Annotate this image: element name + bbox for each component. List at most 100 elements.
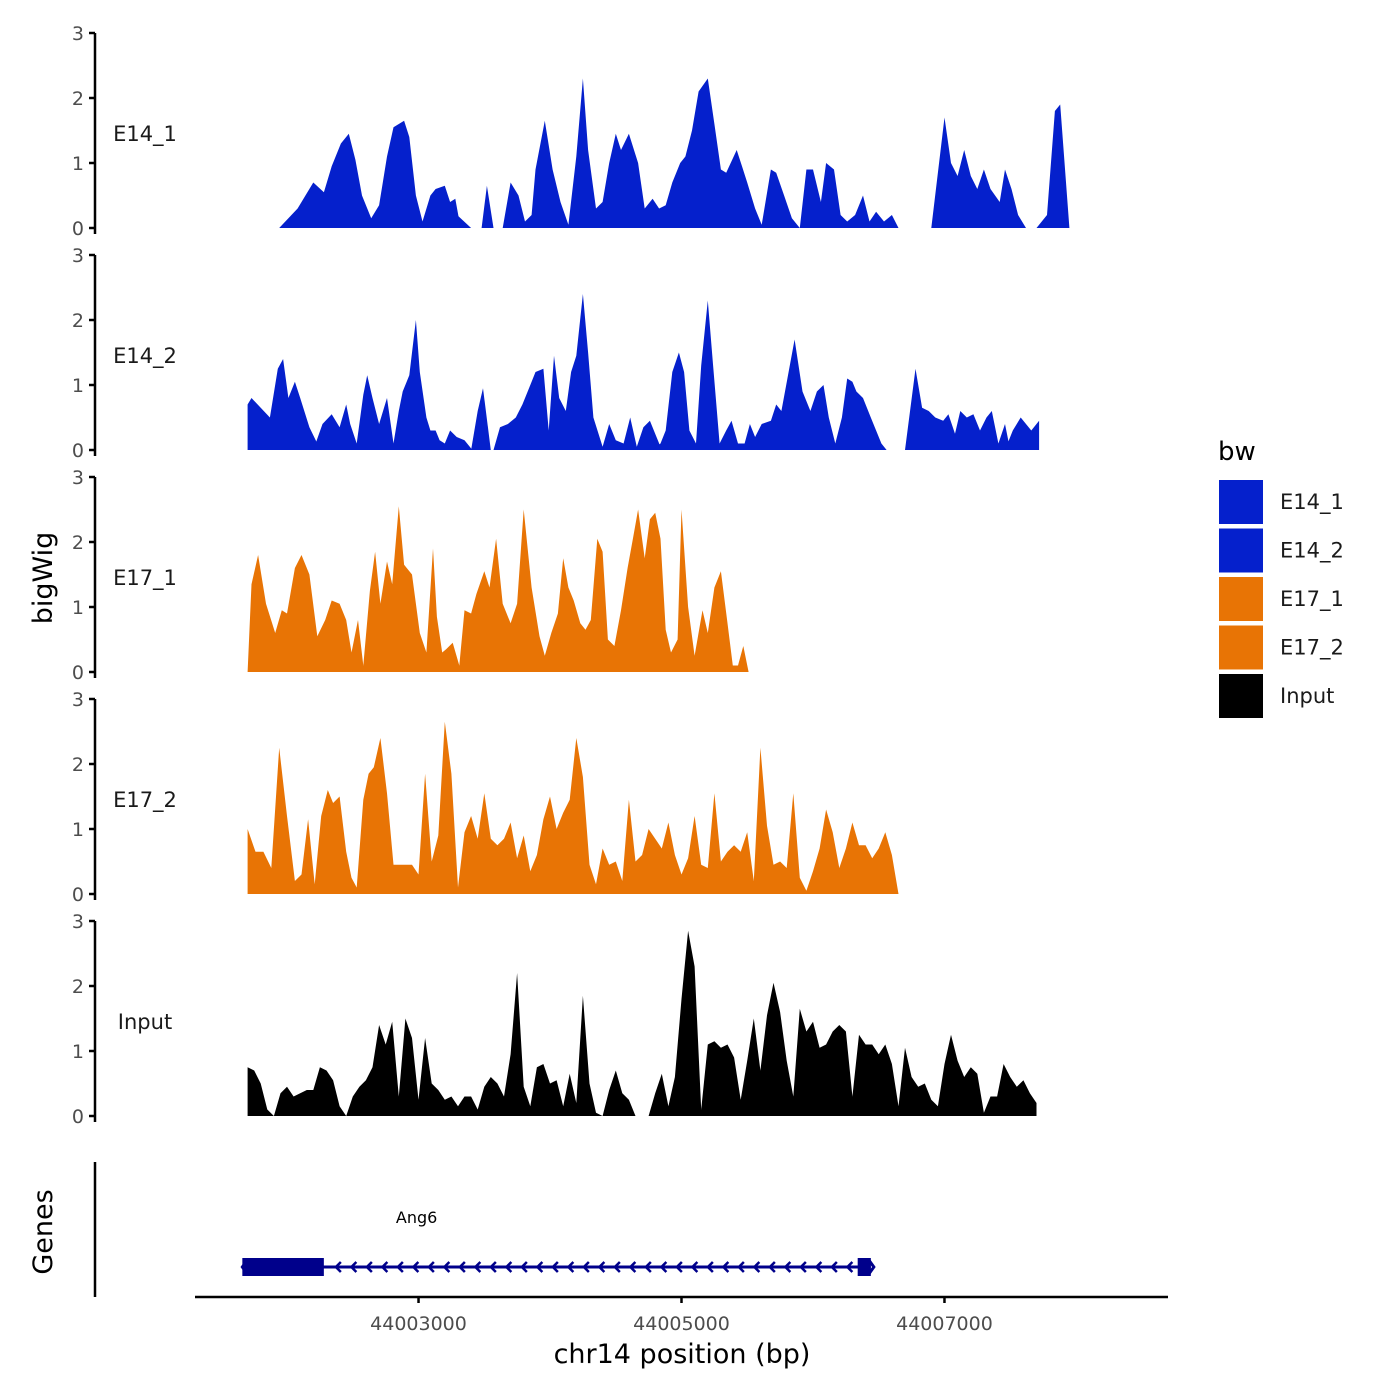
y-tick-label: 1 — [72, 375, 84, 397]
signal-area-E14_2-2 — [471, 388, 491, 450]
track-label: E14_1 — [113, 122, 177, 147]
legend-label-E17_1: E17_1 — [1280, 587, 1344, 612]
legend-swatch-E17_2 — [1219, 625, 1263, 670]
legend-swatch-Input — [1219, 674, 1263, 718]
y-tick-label: 1 — [72, 153, 84, 175]
legend-swatch-E14_1 — [1219, 480, 1263, 524]
strand-arrow — [628, 1261, 637, 1273]
strand-arrow — [799, 1261, 807, 1273]
strand-arrow — [814, 1261, 823, 1273]
y-tick-label: 1 — [72, 597, 84, 619]
strand-arrow — [365, 1261, 373, 1273]
strand-arrow — [721, 1261, 730, 1273]
genes-layer: Ang6 — [93, 1162, 876, 1297]
strand-arrow — [830, 1261, 838, 1273]
signal-area-Input-0 — [247, 1067, 347, 1116]
strand-arrow — [520, 1261, 528, 1273]
strand-arrow — [659, 1261, 668, 1273]
strand-arrow — [380, 1261, 389, 1273]
strand-arrow — [768, 1261, 776, 1273]
strand-arrow — [752, 1261, 761, 1273]
strand-arrow — [442, 1261, 451, 1273]
legend-label-Input: Input — [1280, 684, 1334, 708]
legend-title: bw — [1218, 437, 1256, 467]
strand-arrow — [675, 1261, 683, 1273]
signal-area-E14_2-0 — [247, 359, 324, 450]
strand-arrow — [535, 1261, 544, 1273]
strand-arrow — [473, 1261, 482, 1273]
gene-label: Ang6 — [396, 1208, 437, 1227]
y-tick-label: 2 — [72, 310, 84, 332]
signal-area-E14_2-6 — [1005, 417, 1040, 450]
y-axis-title: bigWig — [28, 532, 59, 625]
signal-area-E14_2-1 — [313, 320, 473, 450]
track-E14_1: 0 1 2 3 E14_1 — [72, 23, 1070, 240]
y-tick-label: 3 — [72, 245, 84, 267]
track-label: Input — [118, 1010, 172, 1034]
y-tick-label: 2 — [72, 976, 84, 998]
y-tick-label: 0 — [72, 662, 84, 684]
gene-end-arrow — [867, 1259, 876, 1275]
strand-arrow — [613, 1261, 621, 1273]
y-tick-label: 3 — [72, 689, 84, 711]
strand-arrow — [644, 1261, 652, 1273]
strand-arrow — [845, 1261, 854, 1273]
tracks-layer: 0 1 2 3 E14_1 0 1 2 3 E14_2 0 1 2 3 E17_1 0 1 2 3 E17_2 0 1 2 3… — [72, 23, 1070, 1128]
strand-arrow — [551, 1261, 559, 1273]
signal-area-E14_2-3 — [493, 294, 662, 450]
y-tick-label: 1 — [72, 819, 84, 841]
gene-start-arrow — [240, 1259, 249, 1275]
y-tick-label: 3 — [72, 467, 84, 489]
x-axis: 44003000 44005000 44007000 — [195, 1295, 1168, 1335]
y-tick-label: 0 — [72, 1106, 84, 1128]
strand-arrow — [458, 1261, 466, 1273]
strand-arrow — [597, 1261, 606, 1273]
strand-arrow — [396, 1261, 404, 1273]
strand-arrow — [427, 1261, 435, 1273]
signal-area-E14_1-2 — [481, 185, 494, 228]
y-tick-label: 0 — [72, 884, 84, 906]
strand-arrow — [489, 1261, 497, 1273]
legend-label-E14_1: E14_1 — [1280, 490, 1344, 515]
signal-area-E14_1-0 — [279, 120, 461, 228]
strand-arrow — [349, 1261, 358, 1273]
strand-arrow — [566, 1261, 575, 1273]
track-label: E17_2 — [113, 788, 177, 813]
y-tick-label: 2 — [72, 88, 84, 110]
signal-area-E17_1-0 — [247, 506, 749, 672]
legend-swatch-E17_1 — [1219, 577, 1263, 621]
signal-area-E14_1-4 — [799, 163, 899, 228]
y-tick-label: 3 — [72, 911, 84, 933]
strand-arrow — [582, 1261, 590, 1273]
y-tick-label: 1 — [72, 1041, 84, 1063]
strand-arrow — [411, 1261, 420, 1273]
signal-area-E17_2-0 — [247, 721, 899, 894]
legend-swatch-E14_2 — [1219, 528, 1263, 573]
signal-area-E14_2-5 — [905, 368, 1011, 450]
legend-label-E17_2: E17_2 — [1280, 636, 1344, 661]
strand-arrow — [334, 1261, 342, 1273]
signal-area-E14_1-1 — [438, 208, 472, 228]
x-tick-label: 44003000 — [370, 1313, 467, 1335]
signal-area-E14_1-6 — [1036, 104, 1070, 228]
x-tick-label: 44007000 — [896, 1313, 993, 1335]
x-axis-title: chr14 position (bp) — [554, 1339, 811, 1370]
y-tick-label: 2 — [72, 532, 84, 554]
signal-area-Input-2 — [648, 930, 1037, 1116]
track-label: E14_2 — [113, 344, 177, 369]
signal-area-E14_2-4 — [652, 300, 887, 450]
x-tick-label: 44005000 — [633, 1313, 730, 1335]
strand-arrow — [783, 1261, 792, 1273]
legend-label-E14_2: E14_2 — [1280, 539, 1344, 564]
gene-exon — [242, 1258, 324, 1276]
strand-arrow — [504, 1261, 513, 1273]
track-Input: 0 1 2 3 Input — [72, 911, 1037, 1128]
strand-arrow — [737, 1261, 745, 1273]
signal-area-E14_1-3 — [502, 78, 800, 228]
y-tick-label: 2 — [72, 754, 84, 776]
signal-area-Input-1 — [346, 973, 643, 1116]
y-tick-label: 3 — [72, 23, 84, 45]
genes-axis-title: Genes — [28, 1189, 59, 1274]
legend: bw E14_1 E14_2 E17_1 E17_2 Input — [1218, 437, 1344, 718]
